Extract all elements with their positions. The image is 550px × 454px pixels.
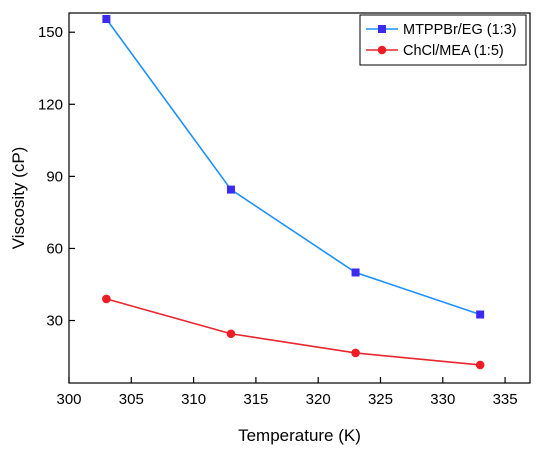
x-axis-title: Temperature (K) bbox=[238, 426, 361, 445]
y-tick-label: 60 bbox=[46, 240, 63, 257]
legend-label: ChCl/MEA (1:5) bbox=[403, 43, 504, 59]
y-tick-label: 120 bbox=[38, 96, 63, 113]
series-1 bbox=[102, 15, 485, 319]
x-tick-label: 305 bbox=[119, 391, 144, 408]
x-tick-label: 315 bbox=[243, 391, 268, 408]
legend: MTPPBr/EG (1:3) ChCl/MEA (1:5) bbox=[359, 14, 527, 66]
x-tick-label: 310 bbox=[181, 391, 206, 408]
legend-swatch-marker bbox=[377, 45, 387, 55]
legend-item: ChCl/MEA (1:5) bbox=[366, 43, 504, 59]
series-2 bbox=[102, 294, 485, 370]
plot-frame bbox=[68, 12, 531, 384]
data-point bbox=[476, 310, 485, 319]
series-line bbox=[106, 298, 481, 366]
series-line bbox=[105, 18, 481, 316]
data-point bbox=[475, 360, 485, 370]
legend-item: MTPPBr/EG (1:3) bbox=[366, 22, 517, 38]
data-point bbox=[102, 294, 111, 304]
legend-label: MTPPBr/EG (1:3) bbox=[403, 22, 517, 38]
y-tick-label: 90 bbox=[46, 168, 63, 185]
x-tick-label: 300 bbox=[56, 391, 81, 408]
data-point bbox=[351, 348, 360, 358]
data-point bbox=[351, 268, 360, 277]
data-point bbox=[226, 185, 235, 194]
data-point bbox=[226, 329, 236, 339]
y-tick-label: 150 bbox=[38, 24, 63, 41]
x-tick-label: 330 bbox=[430, 391, 455, 408]
x-tick-label: 335 bbox=[493, 391, 518, 408]
legend-items: MTPPBr/EG (1:3) ChCl/MEA (1:5) bbox=[366, 22, 517, 59]
x-tick-label: 325 bbox=[368, 391, 393, 408]
legend-box bbox=[359, 14, 527, 66]
axis-ticks: 300 305 310 315 320 325 330 335 30 60 90 120 150 bbox=[38, 24, 518, 408]
data-point bbox=[102, 15, 111, 24]
legend-swatch-marker bbox=[378, 25, 386, 33]
y-axis-title: Viscosity (cP) bbox=[9, 147, 28, 250]
x-tick-label: 320 bbox=[306, 391, 331, 408]
series-layer bbox=[102, 15, 485, 370]
y-tick-label: 30 bbox=[46, 313, 63, 330]
